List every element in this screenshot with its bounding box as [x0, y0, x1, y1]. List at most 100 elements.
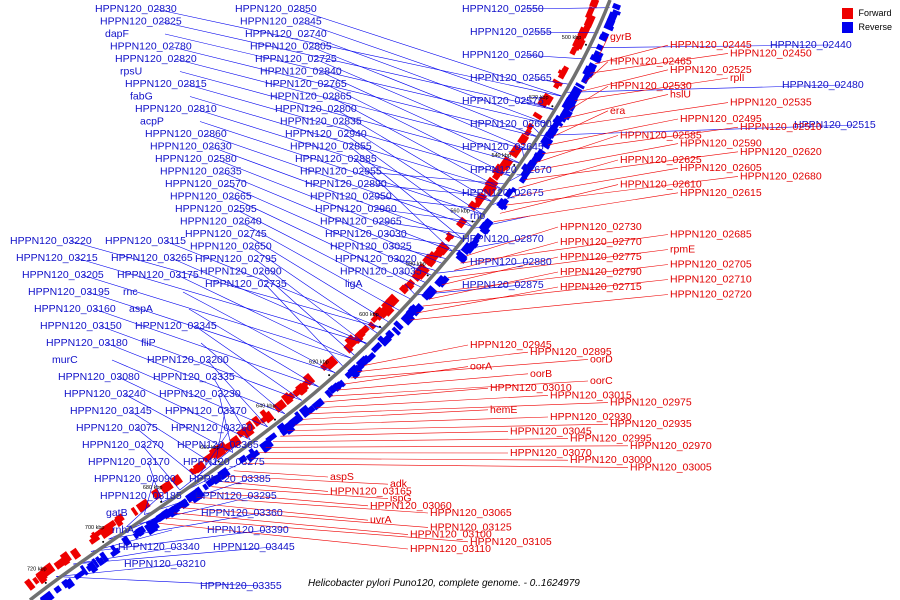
reverse-feature-block: [598, 33, 608, 42]
forward-feature-block: [159, 480, 174, 494]
reverse-connector: [324, 83, 512, 177]
reverse-gene-label: HPPN120_02570: [165, 178, 247, 190]
forward-connector: [599, 36, 609, 55]
forward-connector: [350, 359, 589, 379]
forward-connector: [409, 294, 669, 321]
forward-connector: [166, 517, 469, 543]
reverse-gene-label: rho: [470, 210, 485, 222]
tick-label: 720 kbp: [27, 566, 47, 572]
forward-connector: [364, 344, 469, 366]
reverse-feature-block: [145, 520, 155, 531]
reverse-feature-block: [132, 532, 139, 540]
forward-connector: [594, 44, 669, 65]
forward-gene-label: era: [610, 105, 625, 117]
reverse-gene-label: HPPN120_02865: [270, 91, 352, 103]
reverse-feature-block: [121, 535, 132, 547]
forward-gene-label: HPPN120_02720: [670, 289, 752, 301]
reverse-feature-block: [290, 418, 297, 426]
reverse-feature-block: [110, 544, 119, 555]
reverse-gene-label: HPPN120_03215: [16, 252, 98, 264]
tick-label: 540 kbp: [491, 153, 511, 159]
tick-mark: [160, 500, 163, 503]
forward-connector: [344, 366, 469, 385]
forward-gene-label: HPPN120_02620: [740, 146, 822, 158]
forward-connector: [493, 192, 679, 222]
reverse-gene-label: HPPN120_02965: [320, 216, 402, 228]
reverse-connector: [135, 427, 198, 478]
reverse-connector: [234, 208, 411, 300]
reverse-connector: [364, 183, 497, 198]
reverse-connector: [197, 427, 232, 478]
forward-gene-label: HPPN120_02465: [610, 56, 692, 68]
forward-swatch: [842, 7, 854, 19]
reverse-gene-label: fliP: [141, 337, 156, 349]
reverse-gene-label: HPPN120_02560: [462, 49, 544, 61]
reverse-gene-label: HPPN120_03150: [40, 320, 122, 332]
reverse-gene-label: HPPN120_02735: [205, 278, 287, 290]
forward-feature-block: [526, 122, 535, 131]
reverse-feature-block: [311, 397, 325, 411]
forward-connector: [499, 184, 619, 214]
reverse-gene-label: HPPN120_03365: [177, 439, 259, 451]
reverse-connector: [374, 208, 477, 223]
legend-forward-label: Forward: [858, 8, 892, 18]
forward-gene-label: HPPN120_02450: [730, 47, 812, 59]
reverse-connector: [164, 240, 383, 329]
reverse-gene-label: HPPN120_02670: [470, 164, 552, 176]
reverse-connector: [591, 44, 831, 48]
reverse-gene-label: HPPN120_02845: [240, 16, 322, 28]
reverse-connector: [184, 83, 512, 177]
reverse-feature-block: [91, 558, 100, 569]
reverse-connector: [566, 84, 843, 93]
reverse-gene-label: HPPN120_02870: [462, 233, 544, 245]
forward-connector: [250, 457, 569, 461]
forward-connector: [188, 502, 369, 521]
reverse-connector: [159, 21, 556, 111]
forward-feature-block: [424, 255, 437, 268]
forward-gene-label: HPPN120_02625: [620, 154, 702, 166]
reverse-connector: [304, 33, 548, 125]
reverse-gene-label: ligA: [345, 278, 363, 290]
reverse-feature-block: [497, 201, 508, 211]
reverse-feature-block: [391, 326, 401, 336]
reverse-feature-block: [276, 422, 289, 436]
forward-feature-block: [35, 571, 48, 585]
forward-gene-label: HPPN120_02775: [560, 251, 642, 263]
reverse-connector: [309, 46, 539, 138]
reverse-feature-block: [172, 504, 181, 513]
reverse-gene-label: HPPN120_02575: [462, 95, 544, 107]
reverse-gene-label: HPPN120_03370: [165, 405, 247, 417]
reverse-gene-label: HPPN120_03160: [34, 303, 116, 315]
reverse-gene-label: rnc: [123, 286, 138, 298]
forward-connector: [181, 507, 429, 528]
reverse-connector: [379, 221, 468, 235]
reverse-gene-label: HPPN120_02690: [200, 266, 282, 278]
forward-feature-block: [292, 387, 303, 398]
forward-gene-label: HPPN120_02525: [670, 64, 752, 76]
legend-reverse: Reverse: [842, 20, 892, 34]
forward-gene-label: gyrB: [610, 31, 632, 43]
forward-gene-label: HPPN120_02495: [680, 113, 762, 125]
reverse-feature-block: [85, 563, 95, 572]
reverse-connector: [200, 342, 285, 414]
reverse-connector: [219, 171, 443, 264]
reverse-gene-label: HPPN120_02810: [135, 103, 217, 115]
forward-gene-label: HPPN120_03060: [370, 500, 452, 512]
reverse-gene-label: HPPN120_03200: [147, 354, 229, 366]
reverse-feature-block: [73, 569, 87, 581]
reverse-connector: [529, 77, 572, 85]
forward-gene-label: HPPN120_02930: [550, 411, 632, 423]
reverse-feature-block: [541, 142, 550, 150]
forward-connector: [287, 423, 609, 431]
forward-connector: [448, 249, 669, 278]
forward-connector: [506, 176, 739, 206]
reverse-connector: [529, 31, 599, 34]
reverse-connector: [224, 183, 433, 276]
reverse-connector: [81, 274, 352, 359]
forward-gene-label: HPPN120_02770: [560, 236, 642, 248]
reverse-connector: [334, 108, 493, 203]
reverse-connector: [164, 33, 548, 125]
reverse-connector: [471, 215, 531, 230]
reverse-connector: [206, 359, 268, 428]
reverse-gene-label: HPPN120_03020: [335, 253, 417, 265]
